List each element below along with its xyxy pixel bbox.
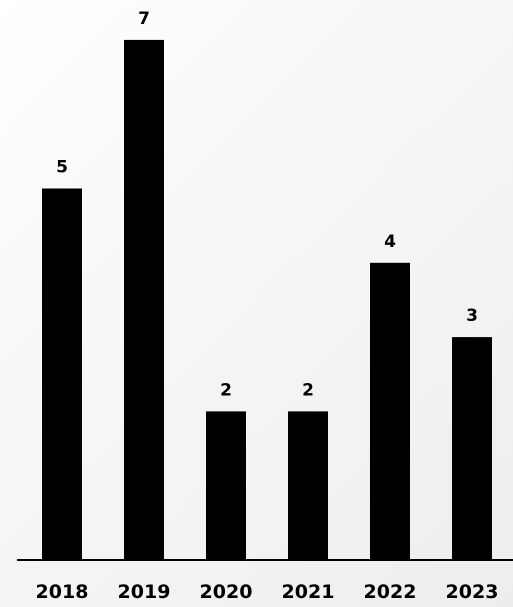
value-label-2023: 3 (466, 306, 478, 326)
bar-2018 (42, 188, 82, 560)
x-tick-label-2023: 2023 (446, 581, 499, 603)
x-tick-label-2022: 2022 (364, 581, 417, 603)
bar-2021 (288, 411, 328, 560)
value-label-2020: 2 (220, 380, 232, 400)
bar-2022 (370, 262, 410, 560)
value-label-2021: 2 (302, 380, 314, 400)
bars-group (42, 39, 492, 560)
x-tick-label-2018: 2018 (36, 581, 89, 603)
x-tick-labels-group: 2018 2019 2020 2021 2022 2023 (36, 581, 499, 603)
bar-2023 (452, 337, 492, 560)
value-label-2022: 4 (384, 232, 396, 252)
x-tick-label-2019: 2019 (118, 581, 171, 603)
bar-2019 (124, 39, 164, 560)
value-labels-group: 5 7 2 2 4 3 (56, 9, 478, 400)
x-tick-label-2021: 2021 (282, 581, 335, 603)
x-tick-label-2020: 2020 (200, 581, 253, 603)
bar-2020 (206, 411, 246, 560)
value-label-2018: 5 (56, 158, 68, 178)
value-label-2019: 7 (138, 9, 150, 29)
